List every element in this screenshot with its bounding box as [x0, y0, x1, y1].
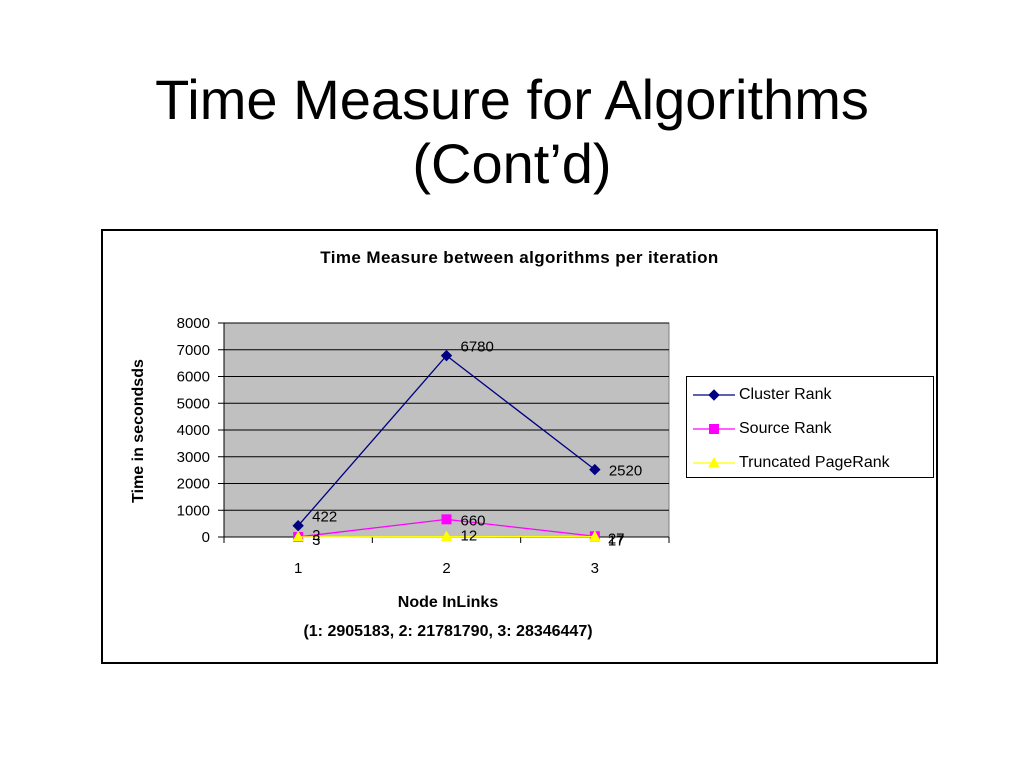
legend-label-truncated-pagerank: Truncated PageRank [739, 454, 890, 471]
point-cluster-rank-2 [440, 349, 453, 362]
y-tick-label-2000: 2000 [177, 476, 210, 493]
legend-swatch-truncated-pagerank [693, 456, 735, 468]
legend-item-source-rank: Source Rank [693, 419, 832, 439]
data-label-cluster-rank-2: 6780 [461, 339, 494, 356]
legend-swatch-source-rank [693, 424, 735, 434]
x-axis-title: Node InLinks [397, 594, 499, 611]
data-label-truncated-pagerank-2: 12 [461, 528, 478, 545]
legend-label-cluster-rank: Cluster Rank [739, 386, 832, 403]
y-tick-label-7000: 7000 [177, 342, 210, 359]
data-label-source-rank-1: 2 [312, 527, 320, 544]
legend-marker-truncated-pagerank [708, 456, 720, 468]
legend-item-cluster-rank: Cluster Rank [693, 385, 831, 405]
data-label-cluster-rank-3: 2520 [609, 463, 642, 480]
point-source-rank-2 [441, 514, 452, 525]
y-tick-label-6000: 6000 [177, 369, 210, 386]
slide-title: Time Measure for Algorithms (Cont’d) [0, 68, 1024, 196]
data-label-source-rank-2: 660 [461, 512, 486, 529]
y-tick-label-1000: 1000 [177, 502, 210, 519]
data-label-cluster-rank-1: 422 [312, 509, 337, 526]
legend-marker-cluster-rank [708, 389, 720, 401]
y-tick-label-4000: 4000 [177, 422, 210, 439]
y-axis-title: Time in secondsds [130, 359, 147, 503]
point-cluster-rank-3 [589, 463, 601, 476]
slide-title-line1: Time Measure for Algorithms [155, 68, 869, 131]
point-truncated-pagerank-3 [588, 530, 601, 542]
legend-label-source-rank: Source Rank [739, 420, 832, 437]
y-tick-label-3000: 3000 [177, 449, 210, 466]
slide-title-line2: (Cont’d) [412, 132, 612, 195]
chart-frame: Time Measure between algorithms per iter… [101, 229, 938, 664]
x-tick-label-1: 1 [294, 560, 302, 577]
data-label-truncated-pagerank-3: 17 [608, 533, 625, 550]
chart-title: Time Measure between algorithms per iter… [320, 248, 719, 267]
legend: Cluster Rank Source Rank Truncated PageR… [686, 376, 934, 478]
x-tick-label-2: 2 [442, 560, 450, 577]
legend-swatch-cluster-rank [693, 389, 735, 401]
point-truncated-pagerank-2 [440, 530, 453, 542]
legend-item-truncated-pagerank: Truncated PageRank [693, 453, 890, 473]
data-label-source-rank-3: 27 [608, 530, 625, 547]
legend-marker-source-rank [709, 424, 719, 434]
x-tick-label-3: 3 [591, 560, 599, 577]
y-tick-label-5000: 5000 [177, 395, 210, 412]
y-tick-label-8000: 8000 [177, 315, 210, 332]
point-truncated-pagerank-1 [292, 530, 305, 542]
x-axis-note: (1: 2905183, 2: 21781790, 3: 28346447) [303, 623, 593, 640]
y-tick-label-0: 0 [202, 529, 210, 546]
data-label-truncated-pagerank-1: 3 [312, 532, 320, 549]
point-cluster-rank-1 [292, 520, 304, 532]
